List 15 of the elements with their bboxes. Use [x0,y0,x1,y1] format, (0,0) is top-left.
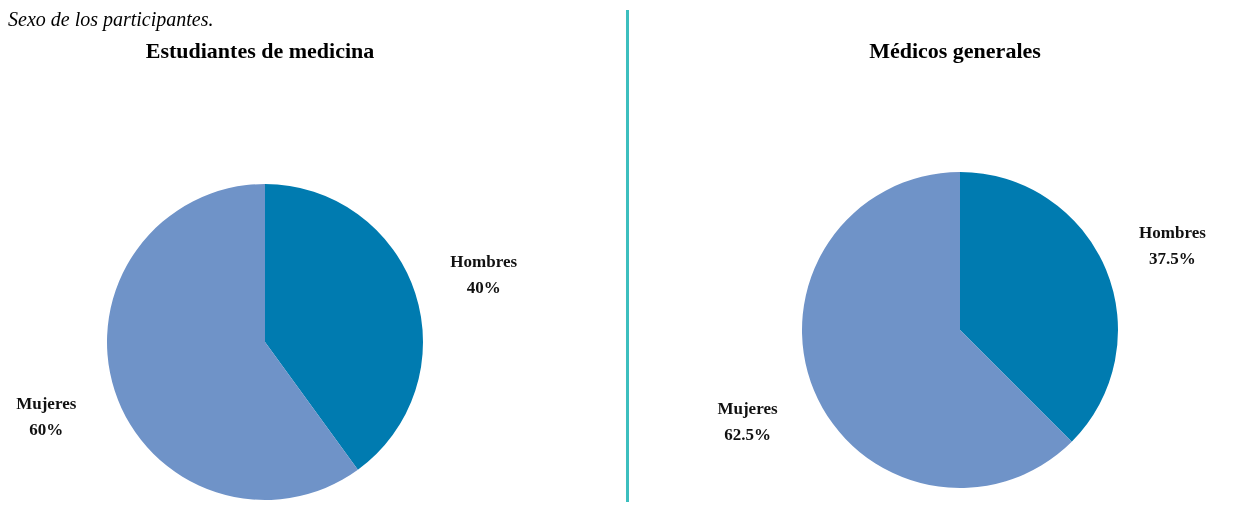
data-label: 40% [466,277,501,297]
data-label: 37.5% [1149,248,1196,268]
pie-slice [802,172,1072,488]
pie-slice [265,184,423,470]
data-label: 62.5% [724,425,771,445]
slice-label: Mujeres [717,399,778,419]
pie-slice [107,184,358,500]
slice-label: Mujeres [16,394,77,414]
pie-slice [960,172,1118,442]
chart-title: Médicos generales [868,38,1042,64]
text: Sexo de los participantes. [8,8,214,31]
data-label: 60% [29,420,64,440]
slice-label: Hombres [1139,222,1207,242]
chart-title: Estudiantes de medicina [144,38,376,64]
slice-label: Hombres [450,251,518,271]
